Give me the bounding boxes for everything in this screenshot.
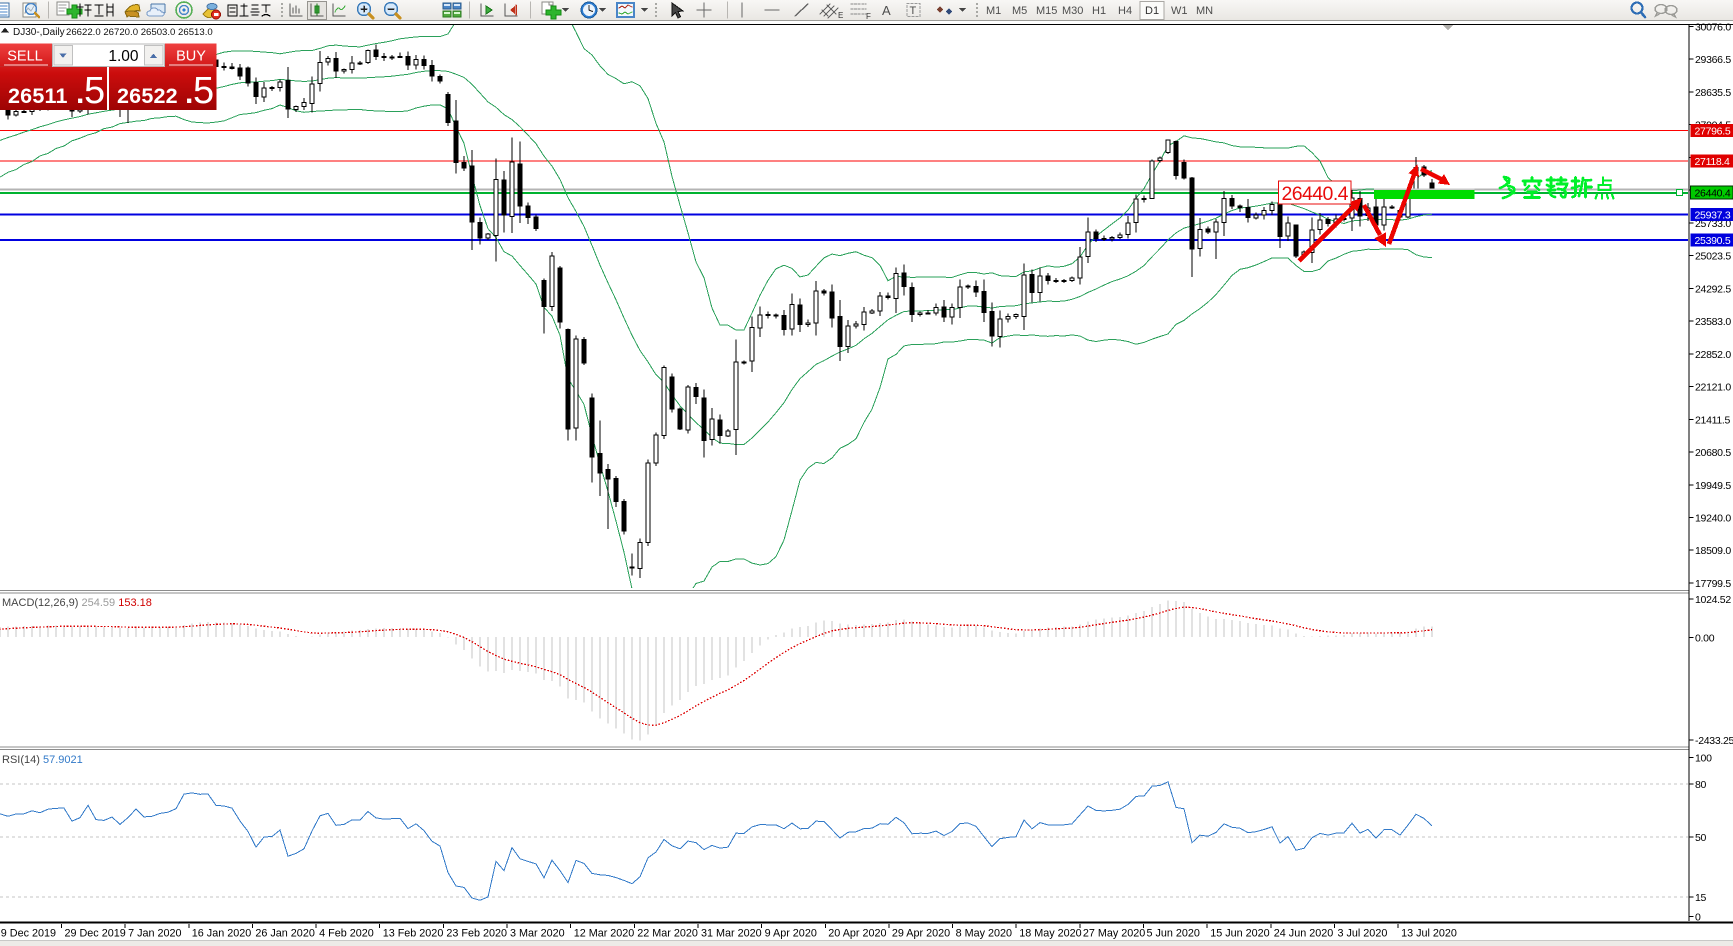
svg-text:26622.0 26720.0 26503.0 26513.: 26622.0 26720.0 26503.0 26513.0 (66, 27, 213, 38)
svg-text:27 May 2020: 27 May 2020 (1083, 928, 1145, 940)
svg-text:25023.5: 25023.5 (1695, 251, 1731, 263)
svg-text:29366.5: 29366.5 (1695, 54, 1731, 66)
svg-text:9 Apr 2020: 9 Apr 2020 (765, 928, 817, 940)
svg-text:17799.5: 17799.5 (1695, 578, 1731, 590)
svg-text:25390.5: 25390.5 (1695, 235, 1731, 247)
svg-text:M5: M5 (1012, 5, 1027, 17)
svg-text:19240.0: 19240.0 (1695, 513, 1731, 525)
svg-text:29 Dec 2019: 29 Dec 2019 (65, 928, 126, 940)
svg-text:31 Mar 2020: 31 Mar 2020 (701, 928, 762, 940)
svg-text:20 Apr 2020: 20 Apr 2020 (828, 928, 886, 940)
svg-text:.: . (76, 77, 84, 110)
svg-text:27118.4: 27118.4 (1695, 156, 1731, 168)
svg-text:W1: W1 (1171, 5, 1188, 17)
svg-text:5 Jun 2020: 5 Jun 2020 (1147, 928, 1200, 940)
svg-text:50: 50 (1695, 832, 1707, 844)
svg-text:100: 100 (1695, 753, 1712, 765)
svg-text:BUY: BUY (176, 49, 206, 65)
svg-text:20680.5: 20680.5 (1695, 447, 1731, 459)
svg-text:MN: MN (1196, 5, 1213, 17)
svg-text:M15: M15 (1036, 5, 1057, 17)
svg-text:F: F (866, 12, 871, 21)
svg-text:22121.0: 22121.0 (1695, 382, 1731, 394)
svg-text:0.00: 0.00 (1695, 633, 1715, 645)
svg-text:13 Feb 2020: 13 Feb 2020 (383, 928, 444, 940)
svg-text:25937.3: 25937.3 (1695, 210, 1731, 222)
svg-text:26511: 26511 (8, 84, 68, 108)
svg-text:M1: M1 (986, 5, 1001, 17)
svg-text:15 Jun 2020: 15 Jun 2020 (1210, 928, 1269, 940)
svg-text:0: 0 (1695, 912, 1701, 924)
svg-text:30076.0: 30076.0 (1695, 21, 1731, 33)
svg-text:SELL: SELL (7, 49, 42, 65)
svg-text:24292.5: 24292.5 (1695, 283, 1731, 295)
svg-text:A: A (882, 3, 891, 18)
svg-text:19949.5: 19949.5 (1695, 480, 1731, 492)
svg-text:1.00: 1.00 (108, 48, 139, 65)
svg-text:8 May 2020: 8 May 2020 (956, 928, 1012, 940)
svg-text:5: 5 (84, 70, 105, 112)
svg-text:29 Apr 2020: 29 Apr 2020 (892, 928, 950, 940)
svg-text:13 Jul 2020: 13 Jul 2020 (1401, 928, 1457, 940)
svg-text:3 Jul 2020: 3 Jul 2020 (1338, 928, 1388, 940)
svg-text:18509.0: 18509.0 (1695, 545, 1731, 557)
svg-text:80: 80 (1695, 779, 1707, 791)
svg-text:4 Feb 2020: 4 Feb 2020 (319, 928, 374, 940)
svg-text:24 Jun 2020: 24 Jun 2020 (1274, 928, 1333, 940)
svg-text:23 Feb 2020: 23 Feb 2020 (446, 928, 507, 940)
svg-text:26440.4: 26440.4 (1695, 188, 1731, 200)
svg-text:21411.5: 21411.5 (1695, 414, 1731, 426)
svg-text:23583.0: 23583.0 (1695, 316, 1731, 328)
svg-text:15: 15 (1695, 892, 1707, 904)
svg-text:26440.4: 26440.4 (1282, 183, 1349, 205)
svg-text:26522: 26522 (117, 84, 178, 108)
svg-text:H1: H1 (1092, 5, 1106, 17)
svg-text:-2433.25: -2433.25 (1695, 735, 1733, 747)
svg-text:18 May 2020: 18 May 2020 (1019, 928, 1081, 940)
svg-text:DJ30-,Daily: DJ30-,Daily (13, 27, 65, 38)
svg-text:MACD(12,26,9) 254.59 153.18: MACD(12,26,9) 254.59 153.18 (2, 597, 152, 609)
svg-text:3 Mar 2020: 3 Mar 2020 (510, 928, 565, 940)
svg-text:26 Jan 2020: 26 Jan 2020 (255, 928, 314, 940)
svg-text:22 Mar 2020: 22 Mar 2020 (637, 928, 698, 940)
svg-text:D1: D1 (1145, 5, 1159, 17)
svg-text:M30: M30 (1062, 5, 1083, 17)
svg-text:T: T (910, 5, 917, 17)
svg-text:16 Jan 2020: 16 Jan 2020 (192, 928, 251, 940)
svg-text:H4: H4 (1118, 5, 1132, 17)
svg-text:.: . (185, 77, 193, 110)
svg-text:28635.5: 28635.5 (1695, 87, 1731, 99)
svg-text:5: 5 (193, 70, 214, 112)
svg-text:27796.5: 27796.5 (1695, 126, 1731, 138)
svg-text:E: E (838, 11, 843, 20)
svg-text:22852.0: 22852.0 (1695, 349, 1731, 361)
svg-text:12 Mar 2020: 12 Mar 2020 (574, 928, 635, 940)
svg-text:1024.52: 1024.52 (1695, 594, 1731, 606)
svg-text:9 Dec 2019: 9 Dec 2019 (1, 928, 56, 940)
svg-text:7 Jan 2020: 7 Jan 2020 (128, 928, 181, 940)
svg-text:RSI(14) 57.9021: RSI(14) 57.9021 (2, 754, 83, 766)
